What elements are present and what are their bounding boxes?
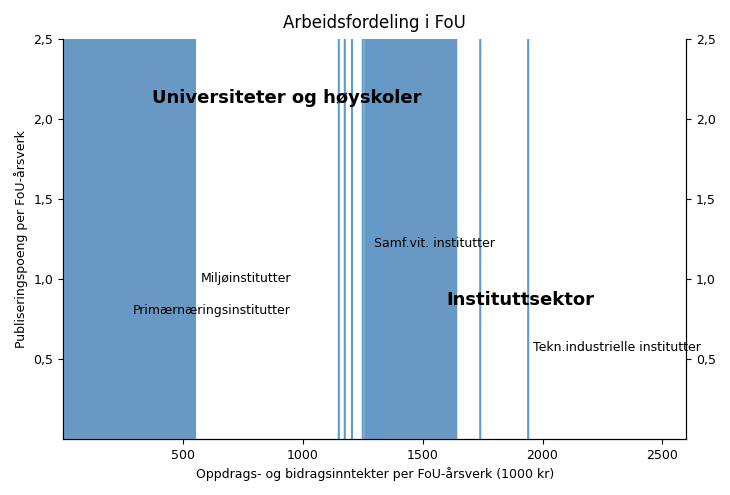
X-axis label: Oppdrags- og bidragsinntekter per FoU-årsverk (1000 kr): Oppdrags- og bidragsinntekter per FoU-år… (196, 467, 554, 481)
Text: Universiteter og høyskoler: Universiteter og høyskoler (152, 89, 421, 107)
Title: Arbeidsfordeling i FoU: Arbeidsfordeling i FoU (283, 14, 466, 32)
Text: Tekn.industrielle institutter: Tekn.industrielle institutter (533, 341, 701, 354)
Y-axis label: Publiseringspoeng per FoU-årsverk: Publiseringspoeng per FoU-årsverk (14, 130, 28, 348)
Circle shape (42, 0, 195, 495)
Text: Primærnæringsinstitutter: Primærnæringsinstitutter (133, 304, 291, 317)
Text: Miljøinstitutter: Miljøinstitutter (200, 272, 291, 286)
Circle shape (365, 0, 456, 495)
Text: Samf.vit. institutter: Samf.vit. institutter (374, 237, 494, 250)
Text: Instituttsektor: Instituttsektor (447, 291, 595, 309)
